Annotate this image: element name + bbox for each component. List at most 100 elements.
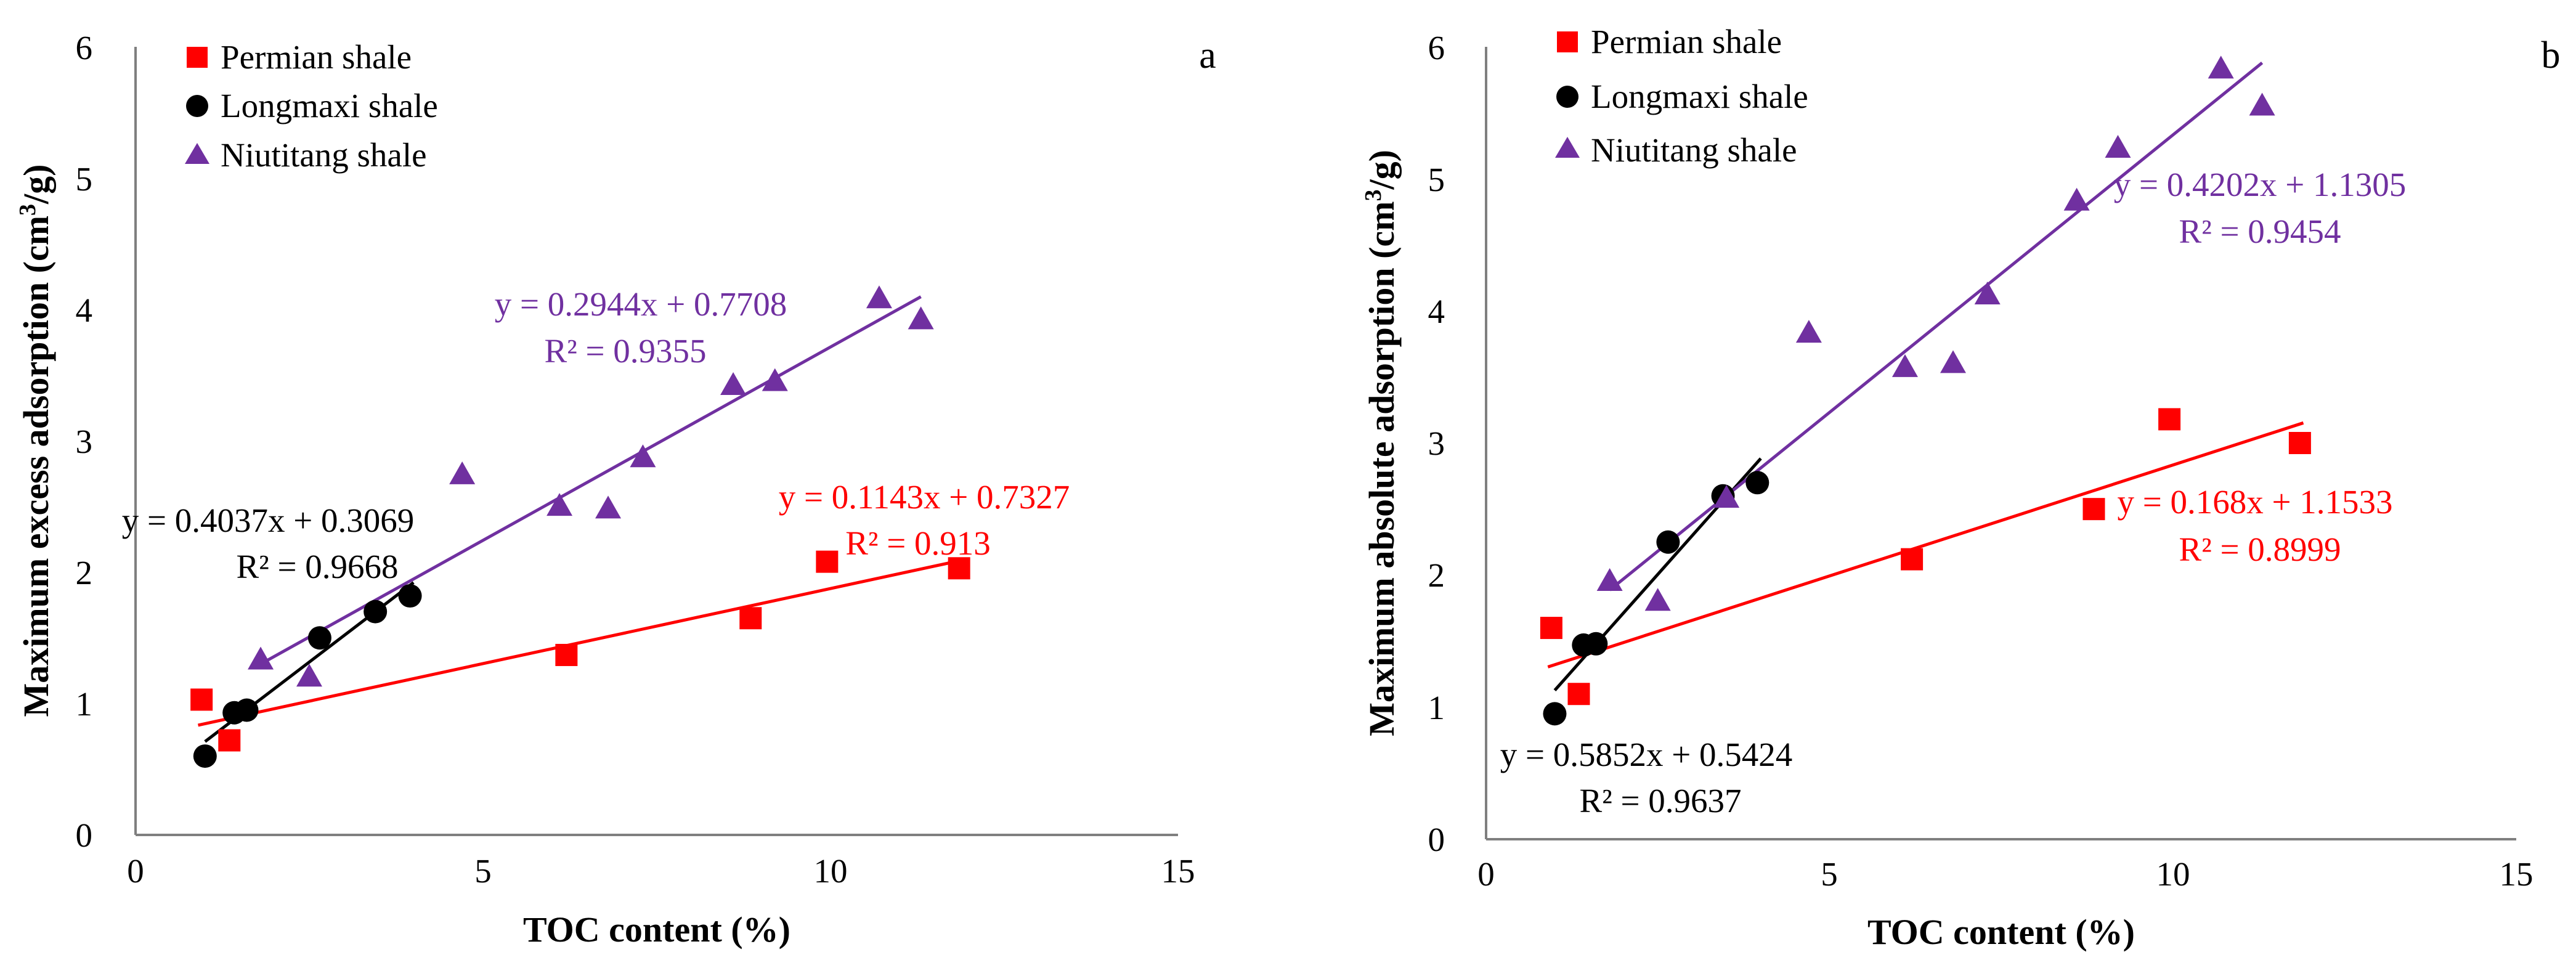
panel-b-permian-point — [1567, 683, 1590, 706]
panel-b-longmaxi-point — [1584, 632, 1608, 656]
panel-a-niutitang-point — [720, 372, 747, 395]
panel-b-ytick-label: 1 — [1428, 689, 1445, 726]
panel-a-niutitang-r2: R² = 0.9355 — [545, 332, 707, 370]
panel-a-legend-marker-niutitang — [185, 143, 209, 164]
panel-a: 0 1 2 3 4 5 6 0 5 10 15 TOC content (%) … — [15, 29, 1216, 950]
panel-b-ytick-label: 4 — [1428, 293, 1445, 330]
panel-a-longmaxi-point — [235, 698, 259, 722]
panel-a-longmaxi-r2: R² = 0.9668 — [237, 548, 399, 585]
panel-b-permian-point — [2288, 432, 2311, 454]
panel-b-permian-point — [1901, 548, 1924, 571]
panel-b-legend-label: Longmaxi shale — [1591, 78, 1808, 115]
panel-a-legend-label: Longmaxi shale — [221, 87, 438, 124]
panel-a-longmaxi-point — [307, 626, 331, 650]
panel-b-x-axis-title: TOC content (%) — [1867, 912, 2135, 952]
panel-b-longmaxi-point — [1543, 702, 1567, 726]
panel-a-xtick-label: 10 — [814, 852, 848, 890]
panel-a-legend-label: Niutitang shale — [221, 136, 427, 174]
panel-b-longmaxi-equation: y = 0.5852x + 0.5424 — [1500, 736, 1793, 773]
panel-b-ytick-label: 3 — [1428, 425, 1445, 462]
panel-b-legend-marker-permian — [1557, 31, 1578, 52]
panel-a-niutitang-point — [908, 306, 934, 330]
panel-b-y-axis-title-end: /g) — [1362, 150, 1402, 190]
panel-a-permian-trendline — [197, 558, 963, 727]
panel-b-y-axis-title: Maximum absolute adsorption (cm3/g) — [1360, 150, 1402, 736]
panel-b-y-axis-title-main: Maximum absolute adsorption (cm — [1362, 201, 1402, 736]
panel-b-ytick-label: 5 — [1428, 161, 1445, 198]
panel-a-permian-point — [948, 557, 970, 580]
panel-a-permian-equation: y = 0.1143x + 0.7327 — [779, 478, 1070, 516]
panel-b-permian-r2: R² = 0.8999 — [2179, 531, 2341, 568]
panel-b-y-axis-title-sup: 3 — [1360, 190, 1386, 201]
panel-b-legend-label: Permian shale — [1591, 23, 1782, 60]
panel-a-longmaxi-point — [364, 600, 388, 624]
panel-a-ytick-label: 0 — [76, 816, 93, 854]
panel-a-y-axis-title-end: /g) — [16, 165, 56, 205]
panel-b-niutitang-point — [2249, 92, 2275, 116]
panel-b-niutitang-equation: y = 0.4202x + 1.1305 — [2114, 166, 2407, 203]
panel-a-y-axis-title: Maximum excess adsorption (cm3/g) — [15, 165, 56, 717]
panel-b-niutitang-point — [2063, 187, 2090, 211]
panel-a-niutitang-point — [630, 444, 656, 468]
panel-b: 0 1 2 3 4 5 6 0 5 10 15 TOC content (%) … — [1360, 23, 2561, 952]
panel-b-niutitang-point — [2105, 135, 2131, 158]
panel-b-legend-marker-longmaxi — [1556, 86, 1579, 108]
panel-b-longmaxi-point — [1656, 530, 1680, 554]
panel-a-niutitang-point — [296, 664, 322, 687]
panel-b-xtick-label: 15 — [2500, 855, 2533, 893]
panel-b-permian-point — [2082, 498, 2105, 521]
panel-b-label: b — [2541, 35, 2561, 76]
panel-a-permian-point — [218, 729, 241, 752]
panel-a-niutitang-point — [248, 646, 274, 670]
panel-a-y-axis-title-main: Maximum excess adsorption (cm — [16, 216, 56, 717]
panel-a-legend-label: Permian shale — [221, 38, 412, 76]
panel-b-longmaxi-point — [1745, 471, 1769, 495]
panel-b-niutitang-point — [1713, 485, 1740, 508]
panel-a-longmaxi-equation: y = 0.4037x + 0.3069 — [122, 502, 415, 539]
panel-a-niutitang-point — [449, 461, 476, 484]
panel-b-ytick-label: 2 — [1428, 556, 1445, 594]
panel-a-ytick-label: 5 — [76, 160, 93, 198]
panel-b-niutitang-point — [2208, 55, 2234, 79]
panel-a-niutitang-equation: y = 0.2944x + 0.7708 — [495, 285, 787, 323]
panel-b-marks — [1540, 55, 2311, 726]
panel-a-ytick-label: 6 — [76, 29, 93, 67]
panel-b-ytick-label: 0 — [1428, 821, 1445, 858]
panel-a-permian-point — [739, 607, 762, 630]
panel-b-permian-point — [2158, 408, 2181, 431]
panel-b-permian-trendline — [1547, 421, 2304, 669]
panel-a-legend-marker-permian — [187, 47, 208, 68]
panel-b-legend: Permian shale Longmaxi shale Niutitang s… — [1555, 23, 1808, 169]
panel-a-niutitang-point — [546, 493, 573, 516]
panel-a-niutitang-point — [595, 495, 622, 519]
panel-a-xtick-label: 0 — [127, 852, 144, 890]
panel-a-legend: Permian shale Longmaxi shale Niutitang s… — [185, 38, 438, 174]
panel-b-permian-point — [1540, 617, 1562, 640]
panel-a-y-axis-title-sup: 3 — [15, 204, 41, 216]
panel-a-niutitang-point — [866, 285, 892, 309]
panel-a-ytick-label: 3 — [76, 423, 93, 460]
panel-a-label: a — [1199, 35, 1216, 76]
panel-b-niutitang-point — [1795, 320, 1822, 343]
panel-b-xtick-label: 5 — [1821, 855, 1838, 893]
panel-b-xtick-label: 10 — [2156, 855, 2190, 893]
panel-a-niutitang-point — [762, 368, 788, 391]
panel-a-longmaxi-point — [398, 584, 422, 608]
panel-a-xtick-label: 5 — [474, 852, 492, 890]
panel-b-niutitang-r2: R² = 0.9454 — [2179, 213, 2341, 250]
panel-b-legend-label: Niutitang shale — [1591, 131, 1797, 169]
panel-a-permian-point — [190, 688, 213, 711]
panel-a-marks — [190, 285, 970, 768]
panel-a-xtick-label: 15 — [1161, 852, 1195, 890]
panel-a-ytick-label: 1 — [76, 685, 93, 723]
panel-a-longmaxi-point — [193, 744, 217, 768]
panel-b-niutitang-point — [1891, 354, 1918, 377]
panel-a-x-axis-title: TOC content (%) — [523, 909, 790, 950]
panel-b-legend-marker-niutitang — [1555, 137, 1580, 158]
panel-b-xtick-label: 0 — [1477, 855, 1495, 893]
panel-b-ytick-label: 6 — [1428, 29, 1445, 67]
panel-b-niutitang-point — [1974, 281, 2001, 304]
panel-b-niutitang-point — [1644, 588, 1671, 611]
panel-a-permian-point — [816, 550, 839, 573]
